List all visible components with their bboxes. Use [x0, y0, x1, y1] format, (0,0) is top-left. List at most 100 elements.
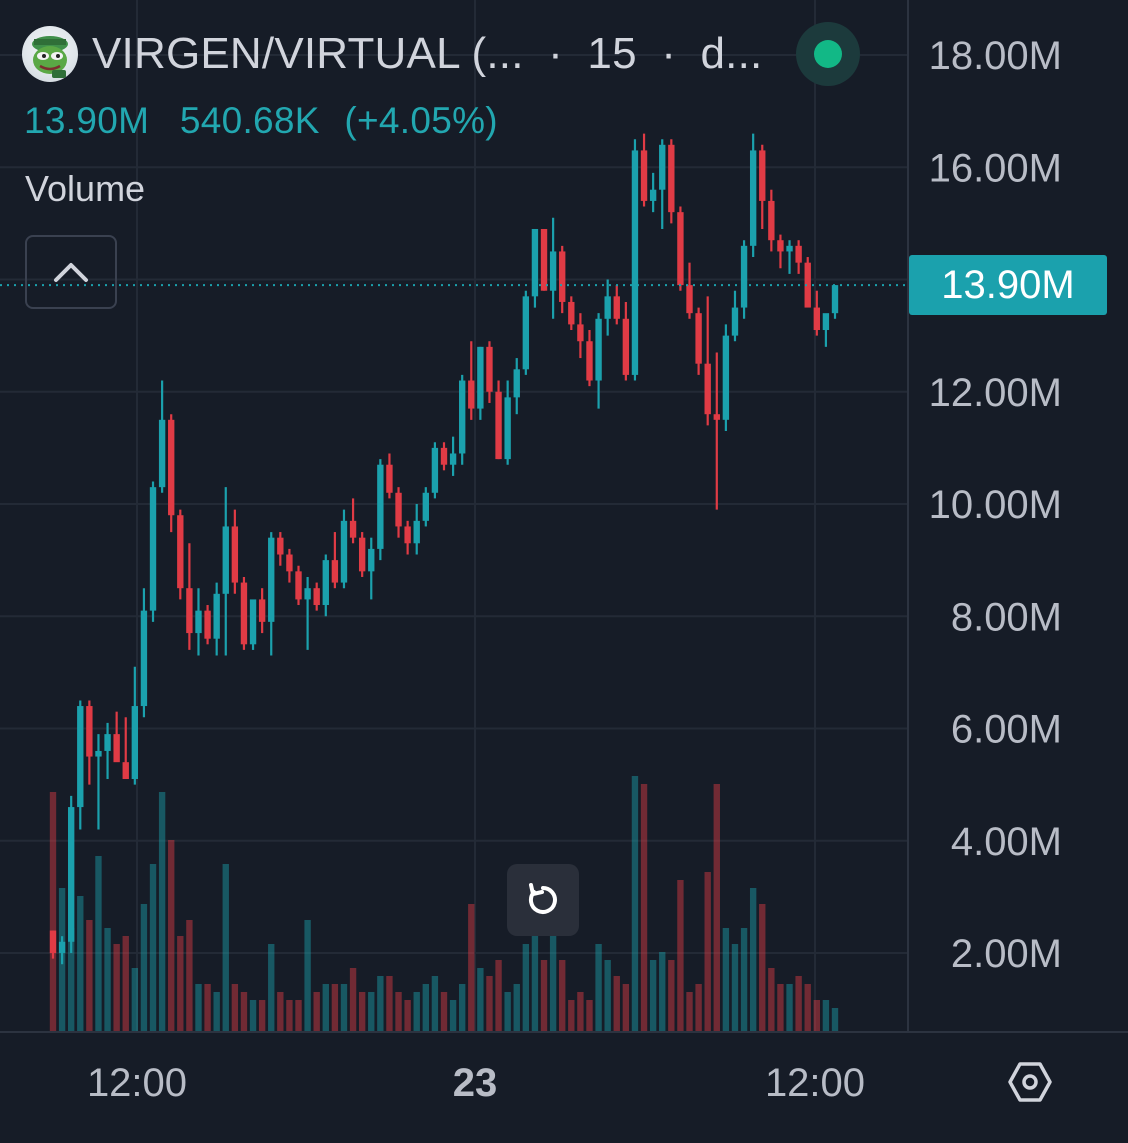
volume-bar	[240, 992, 248, 1032]
price-candles	[49, 133, 839, 965]
candle-body	[831, 285, 839, 314]
volume-bar	[286, 1000, 293, 1032]
candle-body	[240, 582, 248, 645]
chevron-up-icon	[54, 263, 88, 282]
candle-body	[249, 599, 257, 645]
y-tick-label: 10.00M	[929, 483, 1062, 527]
chart-header: VIRGEN/VIRTUAL (... · 15 · d...	[22, 26, 762, 82]
volume-bar	[486, 976, 493, 1032]
volume-bar	[613, 976, 620, 1032]
chart-settings-button[interactable]	[1004, 1056, 1056, 1108]
y-tick-label: 4.00M	[951, 820, 1062, 864]
candle-body	[577, 324, 584, 342]
reset-chart-button[interactable]	[507, 864, 579, 936]
volume-bar	[759, 904, 766, 1032]
candle-body	[631, 150, 639, 375]
candle-body	[277, 537, 284, 555]
volume-bars	[49, 776, 839, 1032]
candle-body	[404, 526, 411, 544]
y-tick-label: 2.00M	[951, 932, 1062, 976]
volume-bar	[786, 984, 793, 1032]
volume-bar	[459, 984, 466, 1032]
volume-bar	[277, 992, 284, 1032]
candle-body	[540, 228, 548, 291]
candle-body	[349, 520, 357, 538]
volume-bar	[104, 928, 111, 1032]
candle-body	[331, 560, 339, 583]
volume-bar	[249, 1000, 257, 1032]
volume-bar	[349, 968, 357, 1032]
volume-bar	[431, 976, 439, 1032]
volume-bar	[386, 976, 393, 1032]
volume-bar	[186, 920, 193, 1032]
volume-bar	[258, 1000, 266, 1032]
candle-body	[113, 734, 120, 763]
hexagon-settings-icon	[1008, 1062, 1052, 1102]
candle-body	[340, 520, 348, 583]
candle-body	[822, 313, 830, 331]
candle-body	[86, 706, 93, 757]
candle-body	[768, 200, 775, 241]
volume-bar	[513, 984, 520, 1032]
volume-bar	[468, 904, 475, 1032]
volume-bar	[559, 960, 566, 1032]
volume-bar	[713, 784, 720, 1032]
y-tick-label: 6.00M	[951, 708, 1062, 752]
rotate-reset-icon	[528, 883, 557, 914]
candle-body	[304, 588, 311, 600]
volume-bar	[422, 984, 429, 1032]
candle-body	[204, 610, 211, 639]
candle-body	[559, 251, 566, 302]
candle-body	[568, 301, 575, 325]
candle-body	[713, 414, 720, 420]
candle-body	[777, 240, 784, 252]
candle-body	[449, 453, 457, 465]
candle-body	[468, 380, 475, 409]
volume-bar	[568, 1000, 575, 1032]
candle-body	[495, 391, 502, 460]
volume-bar	[622, 984, 630, 1032]
candle-body	[704, 363, 711, 415]
symbol-title[interactable]: VIRGEN/VIRTUAL (... · 15 · d...	[92, 29, 762, 79]
volume-bar	[595, 944, 602, 1032]
change-value: 540.68K	[179, 100, 320, 141]
pepe-frog-avatar-icon[interactable]	[22, 26, 78, 82]
candle-body	[140, 610, 148, 707]
candle-body	[158, 419, 166, 488]
candle-body	[213, 593, 220, 639]
grid-lines	[0, 0, 908, 1032]
candle-body	[486, 346, 493, 392]
volume-bar	[631, 776, 639, 1032]
volume-bar	[495, 960, 502, 1032]
volume-bar	[140, 904, 148, 1032]
candle-body	[759, 150, 766, 201]
candle-body	[95, 750, 102, 757]
volume-bar	[440, 992, 448, 1032]
candle-body	[231, 526, 239, 583]
candle-body	[549, 251, 557, 291]
candle-body	[195, 610, 202, 634]
candle-body	[168, 419, 175, 516]
volume-bar	[659, 952, 666, 1032]
candle-body	[531, 228, 539, 297]
volume-indicator-label[interactable]: Volume	[25, 168, 146, 209]
candle-body	[695, 313, 702, 364]
volume-bar	[768, 968, 775, 1032]
candle-body	[149, 487, 157, 611]
candle-body	[258, 599, 266, 622]
volume-bar	[640, 784, 648, 1032]
candle-body	[58, 941, 66, 953]
candle-body	[813, 307, 820, 331]
y-tick-label: 18.00M	[929, 34, 1062, 78]
candle-body	[286, 554, 293, 572]
volume-bar	[831, 1008, 839, 1032]
volume-bar	[577, 992, 584, 1032]
volume-bar	[204, 984, 211, 1032]
volume-bar	[668, 960, 675, 1032]
candle-body	[722, 335, 730, 420]
volume-bar	[477, 968, 484, 1032]
volume-bar	[158, 792, 166, 1032]
collapse-legend-button[interactable]	[25, 235, 117, 309]
candle-body	[731, 307, 739, 336]
